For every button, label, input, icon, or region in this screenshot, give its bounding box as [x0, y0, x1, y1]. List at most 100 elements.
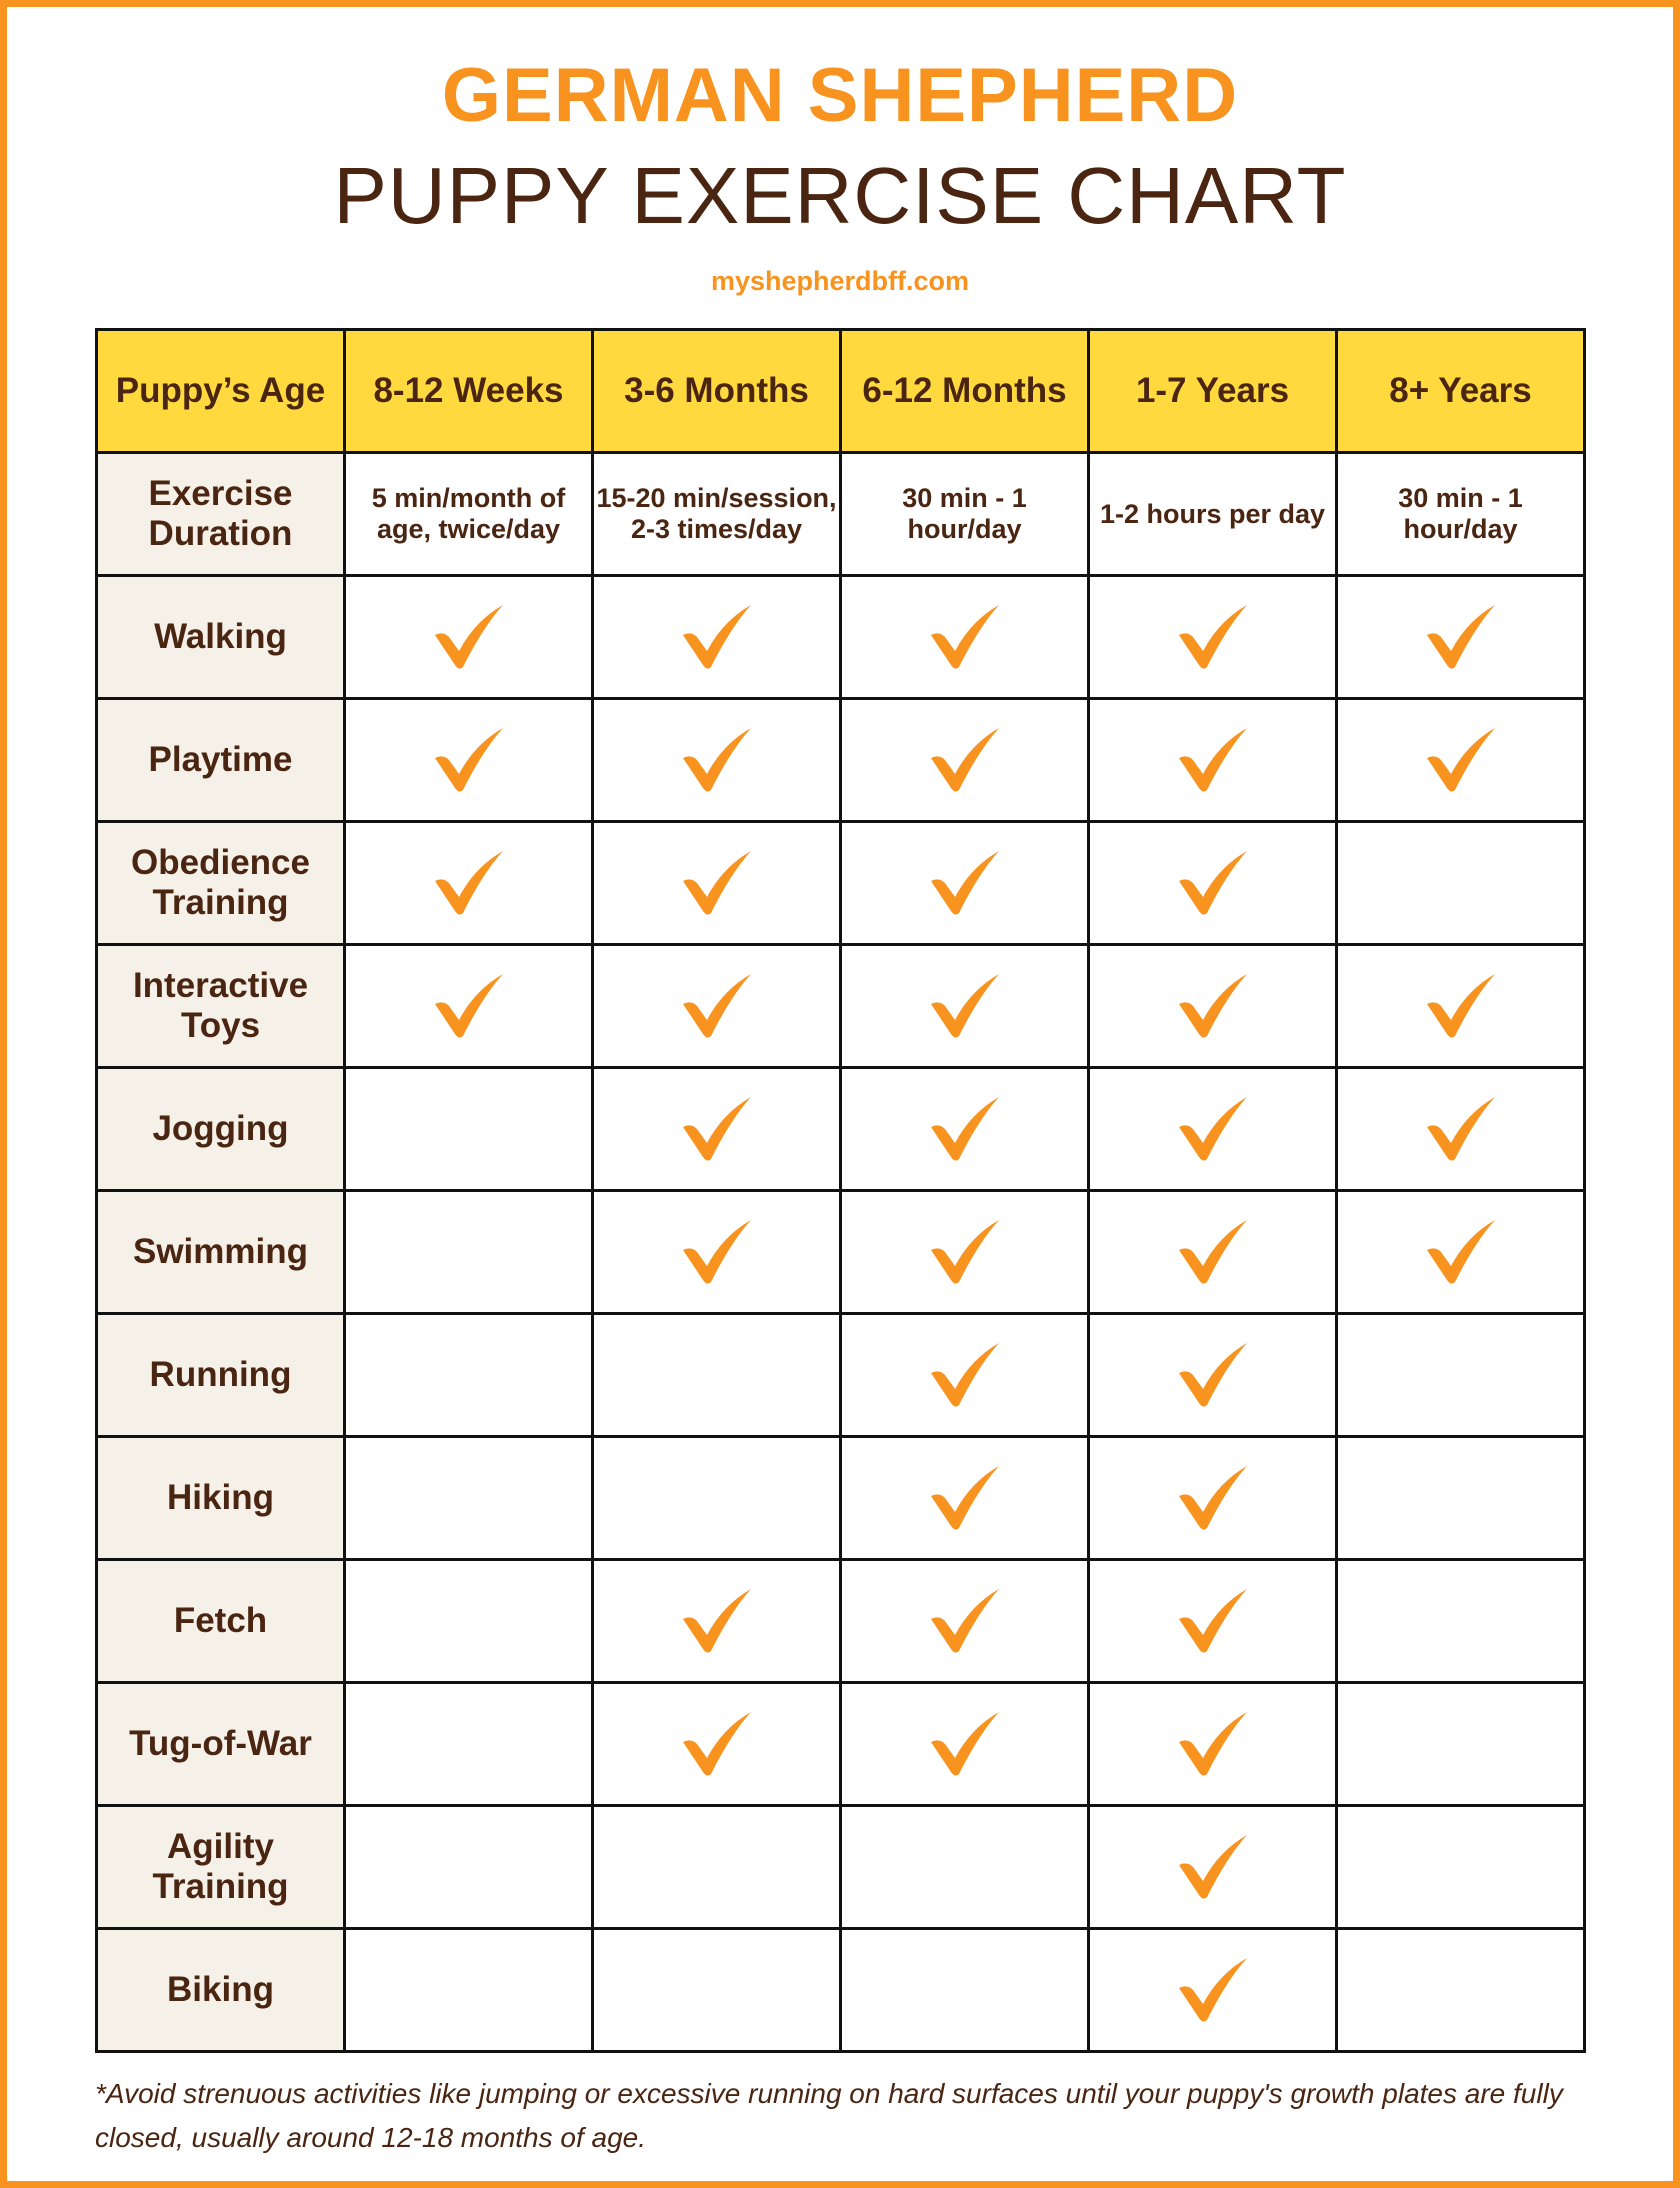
- check-cell: [343, 574, 594, 700]
- activity-row: Biking: [95, 1927, 1586, 2053]
- activity-label: Agility Training: [95, 1804, 346, 1930]
- checkmark-icon: [930, 728, 999, 792]
- activity-row: Swimming: [95, 1189, 1586, 1315]
- check-cell: [591, 1558, 842, 1684]
- check-cell: [1335, 1804, 1586, 1930]
- activity-label: Tug-of-War: [95, 1681, 346, 1807]
- check-cell: [591, 943, 842, 1069]
- check-cell: [343, 1435, 594, 1561]
- check-cell: [1087, 574, 1338, 700]
- checkmark-icon: [434, 605, 503, 669]
- activity-label: Fetch: [95, 1558, 346, 1684]
- check-cell: [1087, 1435, 1338, 1561]
- check-cell: [1335, 574, 1586, 700]
- activity-label: Running: [95, 1312, 346, 1438]
- checkmark-icon: [1178, 605, 1247, 669]
- header-col: 1-7 Years: [1087, 328, 1338, 454]
- activity-row: Hiking: [95, 1435, 1586, 1561]
- title-breed: GERMAN SHEPHERD: [441, 53, 1239, 138]
- activity-row: Jogging: [95, 1066, 1586, 1192]
- check-cell: [839, 1066, 1090, 1192]
- checkmark-icon: [682, 605, 751, 669]
- check-cell: [1335, 943, 1586, 1069]
- header-col: 8+ Years: [1335, 328, 1586, 454]
- check-cell: [1087, 1312, 1338, 1438]
- page-title: PUPPY EXERCISE CHART: [333, 151, 1347, 240]
- duration-cell: 30 min - 1 hour/day: [839, 451, 1090, 577]
- header-col: 6-12 Months: [839, 328, 1090, 454]
- checkmark-icon: [682, 1712, 751, 1776]
- header-corner: Puppy’s Age: [95, 328, 346, 454]
- check-cell: [591, 1189, 842, 1315]
- checkmark-icon: [682, 1589, 751, 1653]
- check-cell: [1087, 697, 1338, 823]
- checkmark-icon: [1178, 1835, 1247, 1899]
- check-cell: [591, 1435, 842, 1561]
- checkmark-icon: [682, 1097, 751, 1161]
- checkmark-icon: [1426, 1097, 1495, 1161]
- check-cell: [1335, 1312, 1586, 1438]
- check-cell: [1335, 1435, 1586, 1561]
- activity-label: Swimming: [95, 1189, 346, 1315]
- check-cell: [591, 697, 842, 823]
- check-cell: [343, 1681, 594, 1807]
- check-cell: [839, 574, 1090, 700]
- checkmark-icon: [930, 1466, 999, 1530]
- activity-row: Obedience Training: [95, 820, 1586, 946]
- checkmark-icon: [930, 851, 999, 915]
- checkmark-icon: [1178, 1343, 1247, 1407]
- header-col: 3-6 Months: [591, 328, 842, 454]
- check-cell: [591, 1681, 842, 1807]
- checkmark-icon: [930, 1589, 999, 1653]
- check-cell: [591, 1804, 842, 1930]
- check-cell: [343, 1189, 594, 1315]
- checkmark-icon: [682, 728, 751, 792]
- check-cell: [839, 820, 1090, 946]
- check-cell: [591, 1066, 842, 1192]
- check-cell: [839, 1558, 1090, 1684]
- activity-label: Hiking: [95, 1435, 346, 1561]
- activity-row: Agility Training: [95, 1804, 1586, 1930]
- activity-row: Interactive Toys: [95, 943, 1586, 1069]
- check-cell: [591, 1927, 842, 2053]
- checkmark-icon: [1178, 1589, 1247, 1653]
- activity-row: Running: [95, 1312, 1586, 1438]
- checkmark-icon: [434, 851, 503, 915]
- checkmark-icon: [930, 605, 999, 669]
- checkmark-icon: [682, 851, 751, 915]
- check-cell: [839, 1189, 1090, 1315]
- check-cell: [839, 1435, 1090, 1561]
- duration-row: Exercise Duration 5 min/month of age, tw…: [95, 451, 1586, 577]
- check-cell: [343, 820, 594, 946]
- check-cell: [1087, 1558, 1338, 1684]
- website-label: myshepherdbff.com: [710, 266, 970, 296]
- checkmark-icon: [682, 1220, 751, 1284]
- activity-row: Playtime: [95, 697, 1586, 823]
- checkmark-icon: [930, 1220, 999, 1284]
- activity-label: Jogging: [95, 1066, 346, 1192]
- activity-row: Tug-of-War: [95, 1681, 1586, 1807]
- exercise-table: Puppy’s Age 8-12 Weeks 3-6 Months 6-12 M…: [95, 328, 1586, 2053]
- check-cell: [1335, 1066, 1586, 1192]
- check-cell: [839, 697, 1090, 823]
- footnote: *Avoid strenuous activities like jumping…: [95, 2078, 1563, 2153]
- duration-cell: 5 min/month of age, twice/day: [343, 451, 594, 577]
- check-cell: [1087, 1804, 1338, 1930]
- checkmark-icon: [1178, 1097, 1247, 1161]
- activity-row: Fetch: [95, 1558, 1586, 1684]
- checkmark-icon: [930, 1343, 999, 1407]
- activity-label: Obedience Training: [95, 820, 346, 946]
- check-cell: [839, 1312, 1090, 1438]
- row-label: Exercise Duration: [95, 451, 346, 577]
- checkmark-icon: [930, 1097, 999, 1161]
- checkmark-icon: [1426, 728, 1495, 792]
- check-cell: [343, 1066, 594, 1192]
- check-cell: [591, 574, 842, 700]
- activity-label: Walking: [95, 574, 346, 700]
- check-cell: [1335, 1927, 1586, 2053]
- check-cell: [1087, 1189, 1338, 1315]
- check-cell: [343, 697, 594, 823]
- checkmark-icon: [1178, 1466, 1247, 1530]
- header-col: 8-12 Weeks: [343, 328, 594, 454]
